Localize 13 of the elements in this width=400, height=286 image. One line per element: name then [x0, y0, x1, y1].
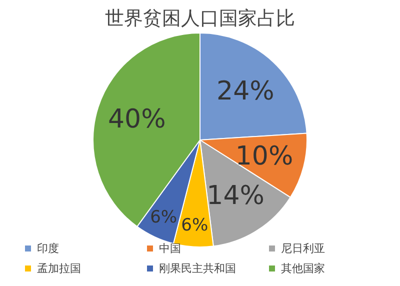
data-label: 14%	[206, 181, 264, 212]
legend-label: 刚果民主共和国	[159, 262, 236, 275]
data-label: 6%	[150, 207, 178, 228]
chart-title: 世界贫困人口国家占比	[105, 8, 295, 30]
legend-label: 其他国家	[281, 262, 325, 275]
legend-label: 孟加拉国	[37, 262, 81, 275]
legend-label: 尼日利亚	[281, 242, 325, 255]
data-label: 6%	[181, 215, 208, 236]
legend-label: 印度	[37, 242, 59, 255]
legend-label: 中国	[159, 242, 181, 255]
data-label: 10%	[235, 142, 294, 172]
data-label: 40%	[108, 104, 166, 134]
data-label: 24%	[216, 76, 274, 107]
